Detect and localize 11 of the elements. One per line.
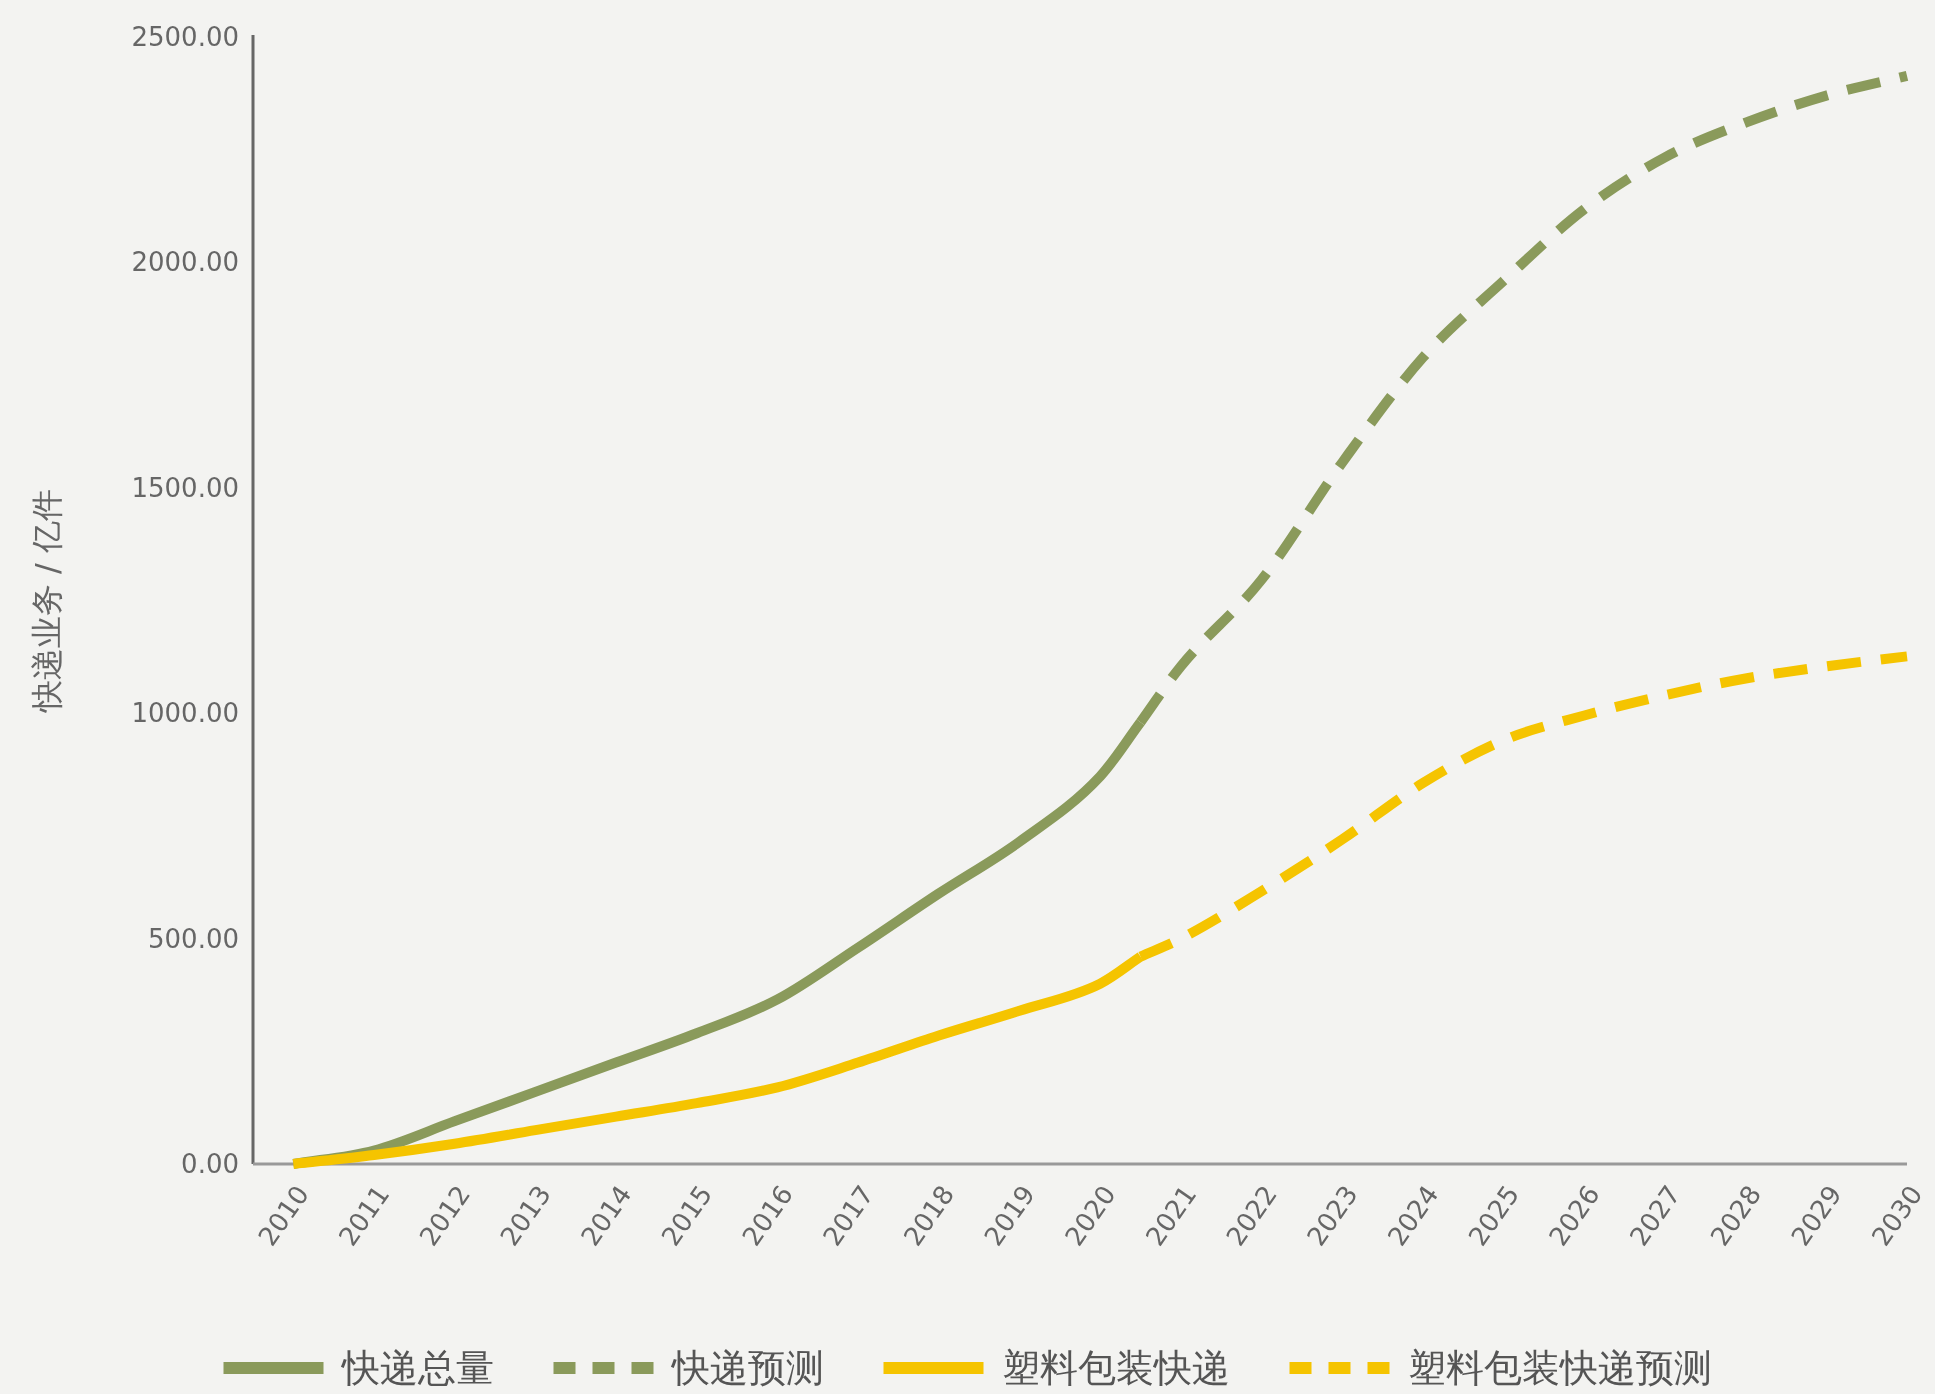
y-axis-title: 快递业务 / 亿件 <box>28 488 66 714</box>
legend-label: 塑料包装快递预测 <box>1407 1346 1712 1390</box>
y-tick-label: 500.00 <box>148 923 239 954</box>
y-tick-label: 2000.00 <box>131 247 239 278</box>
y-tick-label: 0.00 <box>181 1149 239 1179</box>
y-tick-label: 2500.00 <box>131 22 239 52</box>
y-tick-label: 1500.00 <box>131 472 239 503</box>
y-tick-label: 1000.00 <box>131 698 239 729</box>
legend-label: 塑料包装快递 <box>1001 1346 1230 1390</box>
legend-label: 快递总量 <box>339 1346 494 1390</box>
legend-label: 快递预测 <box>669 1346 824 1390</box>
